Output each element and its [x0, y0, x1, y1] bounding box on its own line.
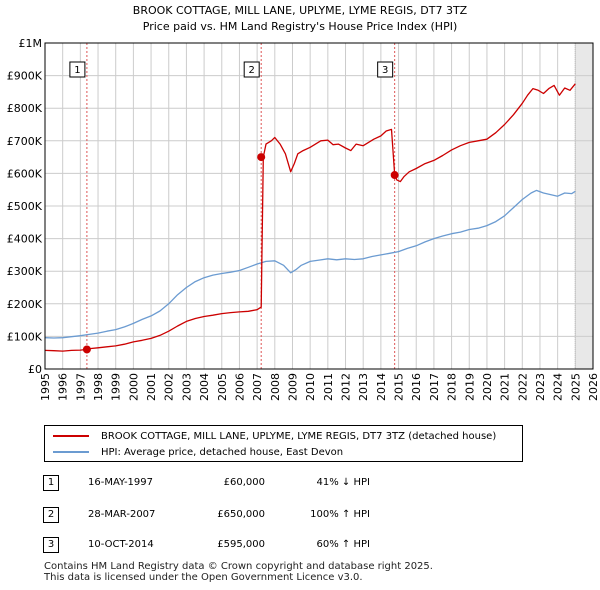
x-tick-label: 2001 [145, 373, 158, 401]
x-tick-label: 2017 [428, 373, 441, 401]
legend-label-hpi: HPI: Average price, detached house, East… [101, 446, 344, 458]
y-tick-label: £300K [7, 265, 43, 278]
transaction-number-badge: 3 [43, 537, 59, 553]
x-tick-label: 2014 [375, 373, 388, 401]
chart-subtitle: Price paid vs. HM Land Registry's House … [143, 20, 458, 33]
x-tick-label: 2000 [127, 373, 140, 401]
chart-legend: BROOK COTTAGE, MILL LANE, UPLYME, LYME R… [44, 425, 523, 462]
table-row: 3 10-OCT-2014 £595,000 60% ↑ HPI [0, 537, 600, 557]
price-chart: BROOK COTTAGE, MILL LANE, UPLYME, LYME R… [7, 4, 600, 401]
marker-label-text: 2 [249, 65, 255, 76]
x-tick-label: 2005 [216, 373, 229, 401]
x-tick-label: 2004 [198, 373, 211, 401]
footer-copyright: Contains HM Land Registry data © Crown c… [44, 561, 433, 572]
marker-label-box [377, 61, 394, 78]
marker-label-text: 1 [74, 65, 80, 76]
x-tick-label: 1995 [39, 373, 52, 401]
x-tick-label: 2010 [304, 373, 317, 401]
footer-license: This data is licensed under the Open Gov… [44, 572, 363, 583]
sale-point [257, 153, 266, 162]
x-tick-label: 2009 [286, 373, 299, 401]
x-tick-label: 1996 [57, 373, 70, 401]
x-tick-label: 2007 [251, 373, 264, 401]
y-tick-label: £500K [7, 200, 43, 213]
y-tick-label: £800K [7, 102, 43, 115]
table-row: 1 16-MAY-1997 £60,000 41% ↓ HPI [0, 475, 600, 495]
x-tick-label: 2013 [357, 373, 370, 401]
legend-label-property: BROOK COTTAGE, MILL LANE, UPLYME, LYME R… [101, 430, 497, 442]
x-tick-label: 2012 [340, 373, 353, 401]
y-tick-label: £100K [7, 330, 43, 343]
transaction-number-badge: 1 [43, 475, 59, 491]
x-tick-label: 2015 [393, 373, 406, 401]
table-row: 2 28-MAR-2007 £650,000 100% ↑ HPI [0, 507, 600, 527]
x-tick-label: 2018 [446, 373, 459, 401]
y-tick-label: £1M [19, 37, 43, 50]
marker-label-box [69, 61, 86, 78]
x-tick-label: 2023 [534, 373, 547, 401]
plot-border [44, 42, 594, 370]
legend-item-property: BROOK COTTAGE, MILL LANE, UPLYME, LYME R… [53, 428, 496, 444]
x-tick-label: 2002 [163, 373, 176, 401]
transaction-price: £650,000 [217, 509, 265, 520]
x-tick-label: 1999 [110, 373, 123, 401]
property-series-line [44, 83, 576, 352]
transaction-price: £595,000 [217, 539, 265, 550]
x-tick-label: 2006 [233, 373, 246, 401]
hpi-series-line [44, 189, 576, 339]
y-tick-label: £700K [7, 135, 43, 148]
x-tick-label: 2026 [587, 373, 600, 401]
x-tick-label: 2022 [516, 373, 529, 401]
x-tick-label: 2019 [463, 373, 476, 401]
x-tick-label: 2020 [481, 373, 494, 401]
y-tick-label: £400K [7, 233, 43, 246]
transaction-hpi-change: 41% ↓ HPI [316, 477, 370, 488]
x-tick-label: 2021 [499, 373, 512, 401]
x-tick-label: 2024 [552, 373, 565, 401]
legend-item-hpi: HPI: Average price, detached house, East… [53, 444, 343, 460]
transaction-date: 28-MAR-2007 [88, 509, 156, 520]
y-tick-label: £600K [7, 167, 43, 180]
sale-point [390, 171, 399, 180]
transaction-price: £60,000 [223, 477, 265, 488]
legend-swatch-hpi [53, 451, 89, 453]
y-tick-label: £200K [7, 298, 43, 311]
x-tick-label: 2025 [569, 373, 582, 401]
x-tick-label: 1998 [92, 373, 105, 401]
y-tick-label: £0 [28, 363, 42, 376]
y-tick-label: £900K [7, 70, 43, 83]
transaction-date: 16-MAY-1997 [88, 477, 154, 488]
footer-attribution: Contains HM Land Registry data © Crown c… [44, 561, 433, 583]
transaction-hpi-change: 100% ↑ HPI [310, 509, 370, 520]
transaction-date: 10-OCT-2014 [88, 539, 154, 550]
x-tick-label: 2011 [322, 373, 335, 401]
chart-title: BROOK COTTAGE, MILL LANE, UPLYME, LYME R… [133, 4, 468, 17]
transaction-hpi-change: 60% ↑ HPI [316, 539, 370, 550]
x-tick-label: 1997 [74, 373, 87, 401]
legend-swatch-property [53, 435, 89, 437]
x-tick-label: 2003 [180, 373, 193, 401]
transaction-number-badge: 2 [43, 507, 59, 523]
x-tick-label: 2008 [269, 373, 282, 401]
marker-label-text: 3 [382, 65, 388, 76]
x-tick-label: 2016 [410, 373, 423, 401]
sale-point [82, 345, 91, 354]
marker-label-box [243, 61, 260, 78]
